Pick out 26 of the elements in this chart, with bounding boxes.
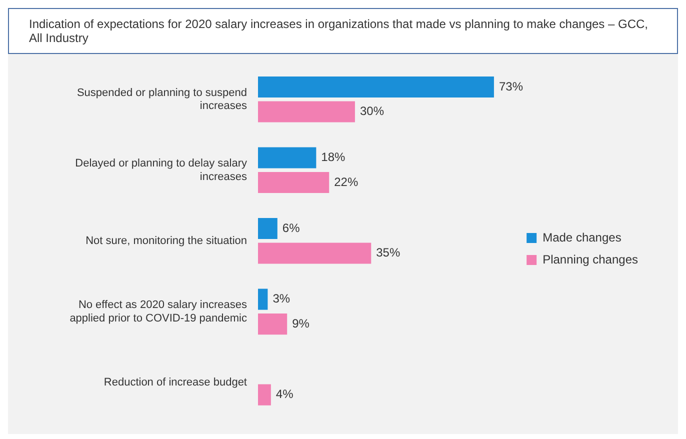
legend-label: Planning changes — [542, 252, 638, 266]
bar — [258, 314, 288, 335]
bar — [258, 288, 268, 310]
bar — [258, 242, 372, 264]
bar — [258, 147, 316, 168]
bar — [258, 384, 271, 406]
bar — [258, 76, 494, 98]
data-label: 35% — [376, 246, 400, 260]
bar — [258, 101, 355, 122]
data-label: 22% — [334, 174, 358, 189]
y-tick-label: Not sure, monitoring the situation — [86, 234, 247, 247]
bar — [258, 172, 330, 194]
data-label: 9% — [292, 316, 310, 330]
y-tick-label: Reduction of increase budget — [104, 376, 247, 388]
data-label: 3% — [272, 292, 290, 306]
data-label: 18% — [321, 150, 346, 164]
bar — [258, 218, 278, 240]
chart-title: Indication of expectations for 2020 salary increases in organizations that made vs planning to make changes – GCC, All Industry — [8, 8, 678, 54]
data-label: 30% — [360, 104, 384, 118]
legend-label: Made changes — [542, 230, 622, 244]
y-tick-label: Delayed or planning to delay salary increases — [75, 158, 248, 183]
y-tick-label: Suspended or planning to suspend increases — [76, 86, 248, 112]
data-label: 4% — [276, 387, 294, 402]
data-label: 6% — [282, 220, 300, 235]
data-label: 73% — [498, 79, 524, 94]
y-tick-label: No effect as 2020 salary increases applied prior to COVID-19 pandemic — [70, 299, 248, 324]
